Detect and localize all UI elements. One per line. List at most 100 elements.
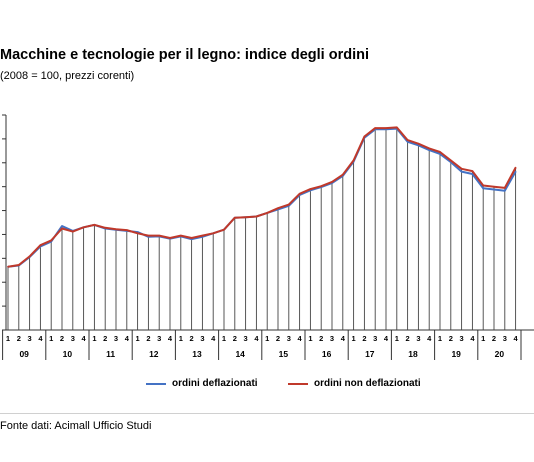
quarter-label: 2 <box>17 334 21 343</box>
data-point <box>320 185 323 187</box>
data-point <box>309 188 312 190</box>
legend-label-deflazionati: ordini deflazionati <box>172 378 258 389</box>
quarter-label: 2 <box>276 334 280 343</box>
data-point <box>493 185 495 188</box>
data-point <box>201 234 204 237</box>
data-point <box>352 159 355 162</box>
quarter-label: 2 <box>146 334 150 343</box>
quarter-label: 1 <box>265 334 269 343</box>
data-point <box>450 159 452 162</box>
quarter-label: 4 <box>470 334 475 343</box>
data-point <box>428 149 431 151</box>
data-point <box>223 228 225 231</box>
data-point <box>482 187 485 190</box>
data-point <box>439 151 441 153</box>
data-point <box>61 227 63 230</box>
quarter-label: 2 <box>362 334 366 343</box>
data-point <box>126 229 128 231</box>
data-point <box>514 170 517 173</box>
data-point <box>406 140 409 143</box>
quarter-label: 3 <box>114 334 118 343</box>
quarter-label: 1 <box>352 334 356 343</box>
quarter-label: 4 <box>298 334 303 343</box>
year-label: 20 <box>495 349 505 359</box>
data-point <box>136 232 139 235</box>
data-point <box>104 226 106 229</box>
data-point <box>266 212 269 214</box>
data-point <box>61 225 63 227</box>
data-point <box>471 173 474 175</box>
data-point <box>234 216 236 219</box>
year-label: 18 <box>408 349 418 359</box>
quarter-label: 1 <box>92 334 96 343</box>
legend-swatch-deflazionati <box>146 382 166 385</box>
quarter-label: 2 <box>103 334 107 343</box>
quarter-label: 1 <box>308 334 312 343</box>
data-point <box>331 181 333 183</box>
quarter-label: 3 <box>287 334 291 343</box>
quarter-label: 3 <box>503 334 507 343</box>
data-point <box>158 234 160 237</box>
source-note: Fonte dati: Acimall Ufficio Studi <box>0 420 152 432</box>
data-point <box>514 166 517 169</box>
year-label: 10 <box>63 349 73 359</box>
data-point <box>288 203 290 206</box>
data-point <box>190 237 193 239</box>
quarter-label: 2 <box>60 334 64 343</box>
data-point <box>277 207 279 209</box>
quarter-label: 3 <box>200 334 204 343</box>
data-point <box>504 189 506 192</box>
data-point <box>342 173 344 176</box>
quarter-label: 1 <box>481 334 485 343</box>
data-point <box>428 147 431 150</box>
quarter-label: 4 <box>427 334 432 343</box>
quarter-label: 4 <box>82 334 87 343</box>
quarter-label: 2 <box>190 334 194 343</box>
year-label: 17 <box>365 349 375 359</box>
data-point <box>93 224 96 226</box>
data-point <box>72 230 74 233</box>
legend-item-deflazionati: ordini deflazionati <box>146 378 258 389</box>
data-point <box>169 237 171 239</box>
series-non-deflazionati <box>7 126 517 268</box>
quarter-label: 2 <box>319 334 323 343</box>
quarter-label: 4 <box>341 334 346 343</box>
chart-subtitle: (2008 = 100, prezzi corenti) <box>0 70 135 82</box>
data-point <box>374 127 377 129</box>
year-label: 09 <box>19 349 29 359</box>
data-point <box>147 234 150 237</box>
quarter-label: 1 <box>179 334 183 343</box>
data-point <box>396 126 398 129</box>
data-point <box>363 135 366 138</box>
quarter-label: 3 <box>460 334 464 343</box>
data-point <box>417 142 420 145</box>
quarter-label: 4 <box>125 334 130 343</box>
year-label: 19 <box>451 349 461 359</box>
data-point <box>115 228 117 230</box>
quarter-label: 4 <box>514 334 519 343</box>
data-point <box>471 170 474 172</box>
quarter-label: 3 <box>330 334 334 343</box>
vertical-gridlines <box>7 127 517 330</box>
data-point <box>212 232 214 235</box>
data-point <box>385 127 387 129</box>
quarter-label: 2 <box>492 334 496 343</box>
series-lines <box>7 126 517 268</box>
data-point <box>298 193 301 195</box>
data-point <box>244 216 247 219</box>
chart-title: Macchine e tecnologie per il legno: indi… <box>0 47 369 63</box>
quarter-label: 1 <box>222 334 226 343</box>
quarter-label: 4 <box>211 334 216 343</box>
quarter-label: 4 <box>254 334 259 343</box>
quarter-label: 4 <box>168 334 173 343</box>
data-point <box>406 139 409 141</box>
data-point <box>50 239 52 242</box>
quarter-label: 3 <box>244 334 248 343</box>
quarter-label: 2 <box>449 334 453 343</box>
year-label: 12 <box>149 349 159 359</box>
legend: ordini deflazionati ordini non deflazion… <box>0 378 534 394</box>
quarter-label: 1 <box>6 334 10 343</box>
series-line <box>7 127 517 268</box>
